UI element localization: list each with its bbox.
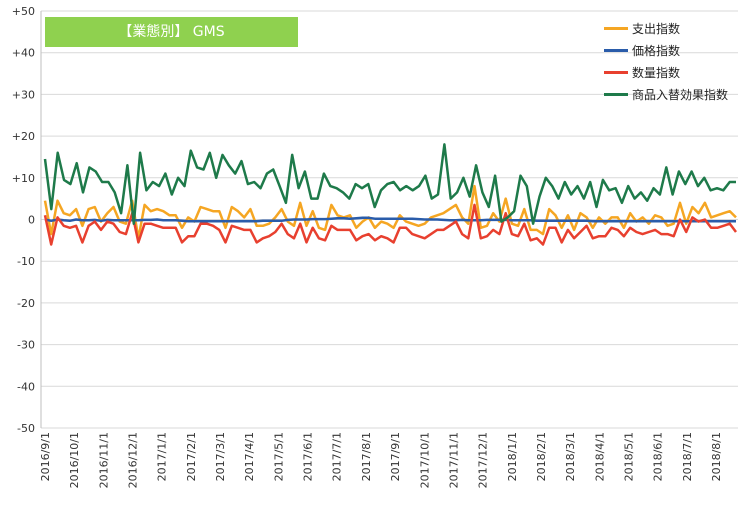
y-axis: +50 +40 +30 +20 +10 0 -10 -20 -30 -40 -50 [12,5,42,435]
x-axis: 2016/9/1 2016/10/1 2016/11/1 2016/12/1 2017/… [39,432,723,488]
legend-swatch [604,92,628,96]
y-tick-label: 0 [28,214,35,227]
series-line-1 [44,216,736,223]
legend-label: 商品入替効果指数 [632,87,729,102]
series-lines [43,143,738,246]
legend-item: 数量指数 [604,61,740,83]
legend-swatch [604,70,628,74]
x-tick-label: 2018/7/1 [681,432,694,481]
legend: 支出指数価格指数数量指数商品入替効果指数 [604,17,740,105]
y-tick-label: +40 [12,47,35,60]
x-tick-label: 2017/10/1 [418,432,431,488]
x-tick-label: 2016/9/1 [39,432,52,481]
x-tick-label: 2017/4/1 [243,432,256,481]
y-tick-label: +30 [12,88,35,101]
legend-swatch [604,26,628,30]
x-tick-label: 2017/1/1 [156,432,169,481]
x-tick-label: 2017/9/1 [389,432,402,481]
x-tick-label: 2018/8/1 [710,432,723,481]
legend-label: 支出指数 [632,21,681,36]
legend-label: 価格指数 [632,43,681,58]
y-tick-label: -30 [17,339,35,352]
x-tick-label: 2018/3/1 [564,432,577,481]
x-tick-label: 2017/2/1 [185,432,198,481]
x-tick-label: 2018/2/1 [535,432,548,481]
x-tick-label: 2017/12/1 [477,432,490,488]
x-tick-label: 2017/7/1 [331,432,344,481]
x-tick-label: 2018/5/1 [622,432,635,481]
y-tick-label: -20 [17,297,35,310]
x-tick-label: 2018/1/1 [506,432,519,481]
legend-item: 価格指数 [604,39,740,61]
y-tick-label: +10 [12,172,35,185]
y-tick-label: +20 [12,130,35,143]
x-tick-label: 2017/8/1 [360,432,373,481]
series-line-2 [43,203,738,246]
legend-item: 商品入替効果指数 [604,83,740,105]
series-line-3 [43,143,736,225]
x-tick-label: 2018/6/1 [652,432,665,481]
x-tick-label: 2017/6/1 [302,432,315,481]
legend-item: 支出指数 [604,17,740,39]
y-tick-label: -50 [17,422,35,435]
x-tick-label: 2017/3/1 [214,432,227,481]
x-tick-label: 2018/4/1 [593,432,606,481]
x-tick-label: 2016/10/1 [68,432,81,488]
legend-label: 数量指数 [632,65,681,80]
y-tick-label: +50 [12,5,35,18]
x-tick-label: 2016/12/1 [127,432,140,488]
y-tick-label: -10 [17,255,35,268]
x-tick-label: 2017/5/1 [272,432,285,481]
chart-title: 【業態別】 GMS [45,17,298,47]
series-line-0 [43,184,737,240]
x-tick-label: 2017/11/1 [447,432,460,488]
legend-swatch [604,48,628,52]
y-tick-label: -40 [17,380,35,393]
x-tick-label: 2016/11/1 [97,432,110,488]
